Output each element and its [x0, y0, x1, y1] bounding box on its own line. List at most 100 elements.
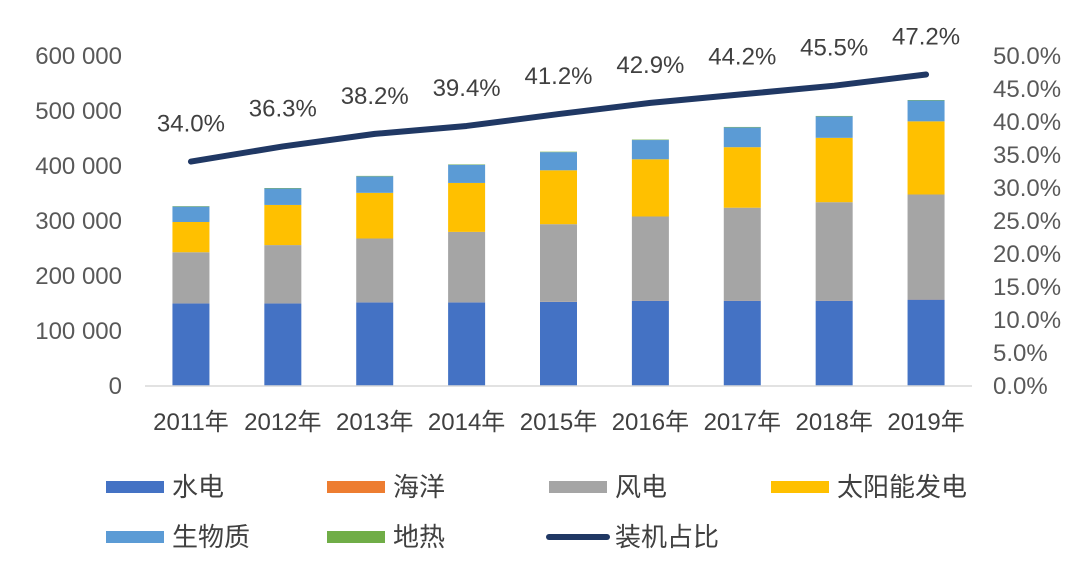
- line-series: 34.0% 36.3% 38.2% 39.4% 41.2% 42.9% 44.2% 45.5%…: [157, 23, 960, 165]
- bar-segment: [448, 182, 486, 232]
- bar-segment: [264, 303, 302, 386]
- bar-segment: [631, 216, 669, 301]
- line-data-label: 36.3%: [249, 95, 317, 122]
- bar-segment: [815, 116, 853, 138]
- left-axis-tick-label: 100 000: [35, 318, 122, 345]
- category-label: 2017年: [704, 409, 781, 436]
- bar-segment: [264, 204, 302, 246]
- right-axis-ticks: 0.0% 5.0% 10.0% 15.0% 20.0% 25.0% 30.0% 35.0% 40…: [993, 43, 1061, 400]
- legend-label: 生物质: [172, 522, 250, 552]
- line-data-label: 45.5%: [800, 35, 868, 62]
- bar-segment: [815, 300, 853, 386]
- legend-item: 地热: [327, 522, 445, 552]
- line-data-label: 38.2%: [341, 83, 409, 110]
- bar-segment: [356, 192, 394, 239]
- left-axis-ticks: 0 100 000 200 000 300 000 400 000 500 000 600 …: [35, 43, 122, 400]
- bar-segment: [448, 231, 486, 303]
- bar-segment: [264, 188, 302, 205]
- bar-segment: [723, 300, 761, 386]
- bar-segment: [172, 303, 210, 386]
- bar-stacks: [172, 100, 945, 386]
- left-axis-tick-label: 600 000: [35, 43, 122, 70]
- legend-label: 装机占比: [615, 522, 719, 552]
- line-data-label: 42.9%: [616, 52, 684, 79]
- line-data-label: 34.0%: [157, 111, 225, 138]
- line-data-label: 44.2%: [708, 43, 776, 70]
- legend-swatch: [771, 481, 829, 493]
- legend-item: 太阳能发电: [771, 472, 967, 502]
- bar-segment: [448, 164, 486, 183]
- line-data-label: 39.4%: [433, 75, 501, 102]
- legend-swatch: [327, 531, 385, 543]
- right-axis-tick-label: 10.0%: [993, 307, 1061, 334]
- left-axis-tick-label: 200 000: [35, 263, 122, 290]
- bar-segment: [540, 224, 577, 302]
- bar-segment: [631, 140, 669, 160]
- left-axis-tick-label: 400 000: [35, 153, 122, 180]
- right-axis-tick-label: 5.0%: [993, 340, 1048, 367]
- bar-segment: [907, 299, 945, 386]
- bar-segment: [356, 302, 394, 386]
- bar-segment: [631, 300, 669, 386]
- right-axis-tick-label: 20.0%: [993, 241, 1061, 268]
- legend-label: 太阳能发电: [837, 472, 967, 502]
- legend-item: 生物质: [106, 522, 250, 552]
- legend-label: 水电: [172, 472, 224, 502]
- bar-segment: [815, 137, 853, 203]
- legend-swatch: [549, 481, 607, 493]
- bar-segment: [448, 302, 486, 386]
- legend-label: 风电: [615, 472, 667, 502]
- bar-segment: [723, 127, 761, 148]
- category-label: 2012年: [244, 409, 321, 436]
- legend-label: 地热: [393, 522, 445, 552]
- bar-segment: [264, 245, 302, 304]
- category-labels: 2011年 2012年 2013年 2014年 2015年 2016年 2017年 2018年…: [153, 409, 965, 436]
- legend-swatch: [106, 531, 164, 543]
- right-axis-tick-label: 15.0%: [993, 274, 1061, 301]
- bar-segment: [907, 100, 945, 122]
- bar-segment: [356, 238, 394, 303]
- bar-segment: [631, 159, 669, 217]
- category-label: 2015年: [520, 409, 597, 436]
- bar-segment: [723, 207, 761, 301]
- bar-segment: [723, 147, 761, 208]
- right-axis-tick-label: 25.0%: [993, 208, 1061, 235]
- legend-item: 水电: [106, 472, 224, 502]
- bar-segment: [815, 202, 853, 301]
- left-axis-tick-label: 500 000: [35, 98, 122, 125]
- bar-segment: [540, 152, 577, 171]
- legend-item: 装机占比: [546, 522, 719, 552]
- bar-segment: [907, 194, 945, 300]
- right-axis-tick-label: 0.0%: [993, 373, 1048, 400]
- category-label: 2016年: [612, 409, 689, 436]
- legend-item: 海洋: [327, 472, 445, 502]
- bar-segment: [172, 252, 210, 304]
- line-series-path: [187, 71, 930, 165]
- line-data-label: 47.2%: [892, 23, 960, 50]
- right-axis-tick-label: 30.0%: [993, 175, 1061, 202]
- right-axis-tick-label: 50.0%: [993, 43, 1061, 70]
- line-data-label: 41.2%: [524, 63, 592, 90]
- category-label: 2014年: [428, 409, 505, 436]
- right-axis-tick-label: 35.0%: [993, 142, 1061, 169]
- bar-segment: [356, 176, 394, 193]
- bar-segment: [172, 206, 210, 222]
- left-axis-tick-label: 0: [109, 373, 122, 400]
- legend-label: 海洋: [393, 472, 445, 502]
- category-label: 2013年: [336, 409, 413, 436]
- category-label: 2018年: [795, 409, 872, 436]
- legend-swatch: [106, 481, 164, 493]
- right-axis-tick-label: 45.0%: [993, 76, 1061, 103]
- category-label: 2011年: [153, 409, 229, 436]
- legend-swatch: [327, 481, 385, 493]
- left-axis-tick-label: 300 000: [35, 208, 122, 235]
- legend-item: 风电: [549, 472, 667, 502]
- bar-segment: [540, 170, 577, 225]
- right-axis-tick-label: 40.0%: [993, 109, 1061, 136]
- bar-segment: [540, 301, 577, 386]
- bar-segment: [907, 121, 945, 195]
- category-label: 2019年: [887, 409, 964, 436]
- bar-segment: [172, 221, 210, 253]
